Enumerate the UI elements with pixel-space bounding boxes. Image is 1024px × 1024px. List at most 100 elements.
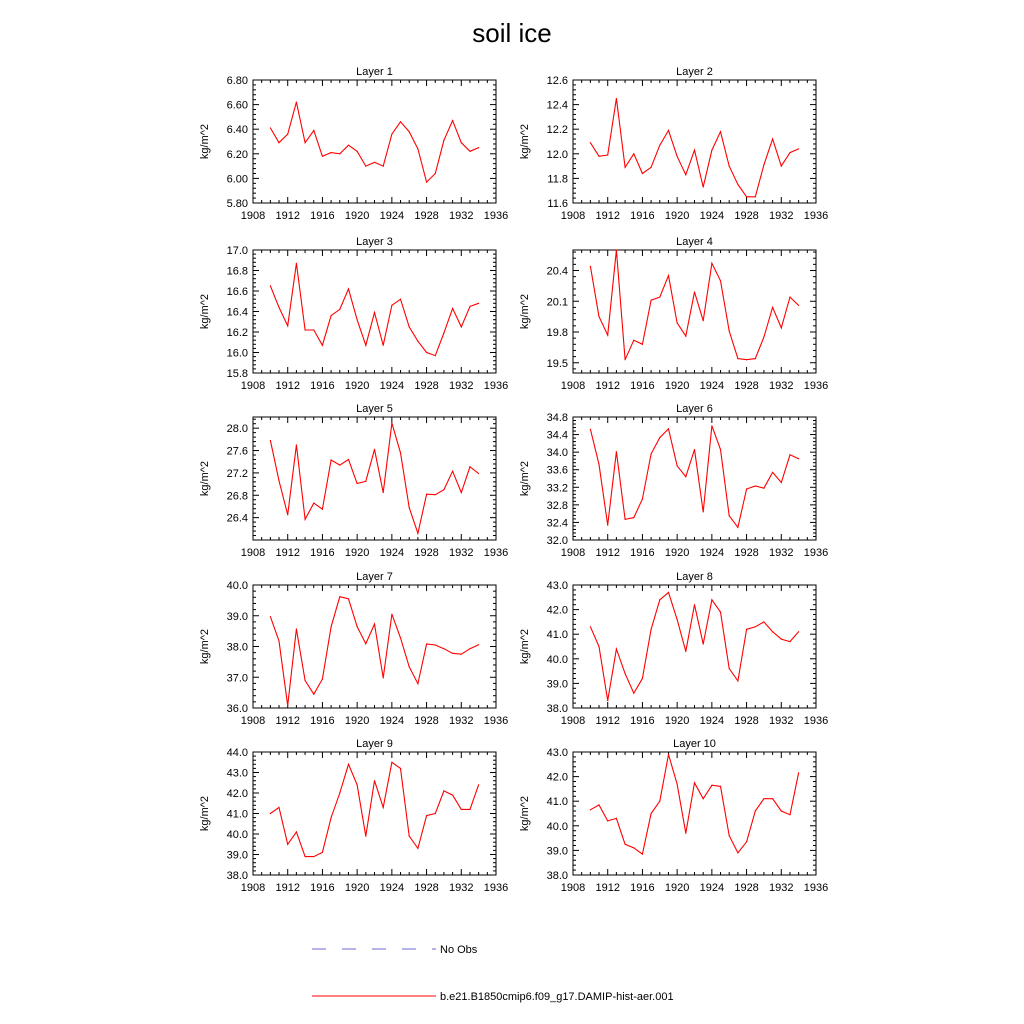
data-point xyxy=(780,481,782,484)
y-tick-label: 43.0 xyxy=(227,768,248,780)
series-line xyxy=(589,98,799,198)
y-tick-label: 5.80 xyxy=(227,198,248,210)
data-point xyxy=(650,299,652,301)
x-tick-label: 1908 xyxy=(241,210,265,222)
y-tick-label: 17.0 xyxy=(227,245,248,257)
x-tick-label: 1932 xyxy=(449,882,473,894)
y-tick-label: 12.2 xyxy=(547,124,568,136)
data-point xyxy=(719,280,722,282)
data-point xyxy=(469,150,471,152)
panels: Layer 1 1908 1912 1916 1920 1924 1928 1932 1936 5… xyxy=(199,66,828,894)
x-tick-label: 1928 xyxy=(414,380,438,392)
x-tick-label: 1924 xyxy=(380,715,404,727)
data-point xyxy=(615,817,618,820)
y-tick-label: 11.6 xyxy=(547,198,568,210)
data-point xyxy=(676,155,678,157)
x-tick-label: 1932 xyxy=(449,547,473,559)
data-point xyxy=(478,302,480,304)
data-point xyxy=(667,275,670,277)
x-tick-label: 1928 xyxy=(734,882,758,894)
data-point xyxy=(667,129,670,131)
x-tick-label: 1928 xyxy=(414,715,438,727)
data-point xyxy=(685,832,687,834)
data-point xyxy=(780,327,782,329)
y-tick-label: 26.8 xyxy=(227,490,248,502)
y-axis-label: kg/m^2 xyxy=(519,461,531,496)
data-point xyxy=(798,458,800,460)
data-point xyxy=(676,465,678,467)
data-point xyxy=(641,498,644,500)
data-point xyxy=(624,518,626,521)
panel-title: Layer 2 xyxy=(676,66,713,78)
data-point xyxy=(321,678,323,680)
y-axis-label: kg/m^2 xyxy=(519,124,531,159)
x-tick-label: 1916 xyxy=(310,380,334,392)
data-point xyxy=(469,305,471,307)
data-point xyxy=(391,613,393,615)
data-point xyxy=(650,812,652,815)
data-point xyxy=(754,358,756,360)
x-tick-label: 1924 xyxy=(700,547,724,559)
y-tick-label: 15.8 xyxy=(227,368,248,380)
series-line xyxy=(269,596,479,706)
data-point xyxy=(426,643,428,645)
data-point xyxy=(624,843,626,845)
y-tick-label: 41.0 xyxy=(227,809,248,821)
data-point xyxy=(598,463,600,465)
data-point xyxy=(667,753,670,756)
series-line xyxy=(589,425,799,529)
data-point xyxy=(382,165,384,167)
data-point xyxy=(373,161,376,163)
y-axis-label: kg/m^2 xyxy=(199,796,211,831)
data-point xyxy=(763,164,765,166)
data-point xyxy=(408,835,410,837)
panel-4: Layer 4 1908 1912 1916 1920 1924 1928 1932 1936 1… xyxy=(519,236,828,392)
y-tick-label: 16.0 xyxy=(227,348,248,360)
x-tick-label: 1920 xyxy=(345,882,369,894)
y-tick-label: 41.0 xyxy=(547,796,568,808)
y-tick-label: 37.0 xyxy=(227,672,248,684)
y-tick-label: 6.00 xyxy=(227,173,248,185)
data-point xyxy=(313,856,315,858)
data-point xyxy=(356,150,358,152)
y-axis-label: kg/m^2 xyxy=(199,124,211,159)
data-point xyxy=(607,524,609,526)
data-point xyxy=(313,129,315,131)
x-tick-label: 1936 xyxy=(484,882,508,894)
y-tick-label: 38.0 xyxy=(227,870,248,882)
x-tick-label: 1916 xyxy=(630,715,654,727)
y-tick-label: 6.60 xyxy=(227,100,248,112)
data-point xyxy=(772,631,774,633)
data-point xyxy=(737,680,739,682)
data-point xyxy=(295,444,297,446)
x-tick-label: 1932 xyxy=(449,380,473,392)
data-point xyxy=(772,138,774,140)
data-point xyxy=(399,121,402,123)
plot-frame xyxy=(572,249,817,374)
data-point xyxy=(399,298,402,300)
data-point xyxy=(737,183,739,186)
plot-frame xyxy=(572,751,817,876)
x-tick-label: 1908 xyxy=(561,210,585,222)
data-point xyxy=(469,808,471,811)
y-tick-label: 11.8 xyxy=(547,173,568,185)
y-tick-label: 38.0 xyxy=(547,870,568,882)
plot-frame xyxy=(252,416,497,541)
data-point xyxy=(789,152,791,154)
y-tick-label: 38.0 xyxy=(547,703,568,715)
panel-title: Layer 5 xyxy=(356,403,393,415)
x-tick-label: 1920 xyxy=(665,715,689,727)
data-point xyxy=(667,591,670,594)
data-point xyxy=(321,155,323,157)
x-tick-label: 1908 xyxy=(561,380,585,392)
data-point xyxy=(287,704,289,707)
data-point xyxy=(763,487,765,489)
data-point xyxy=(772,306,774,308)
data-point xyxy=(598,645,600,648)
data-point xyxy=(365,480,367,482)
data-point xyxy=(693,448,696,451)
y-tick-label: 34.0 xyxy=(547,447,568,459)
y-tick-label: 39.0 xyxy=(547,678,568,690)
panel-9: Layer 9 1908 1912 1916 1920 1924 1928 1932 1936 3… xyxy=(199,738,508,894)
